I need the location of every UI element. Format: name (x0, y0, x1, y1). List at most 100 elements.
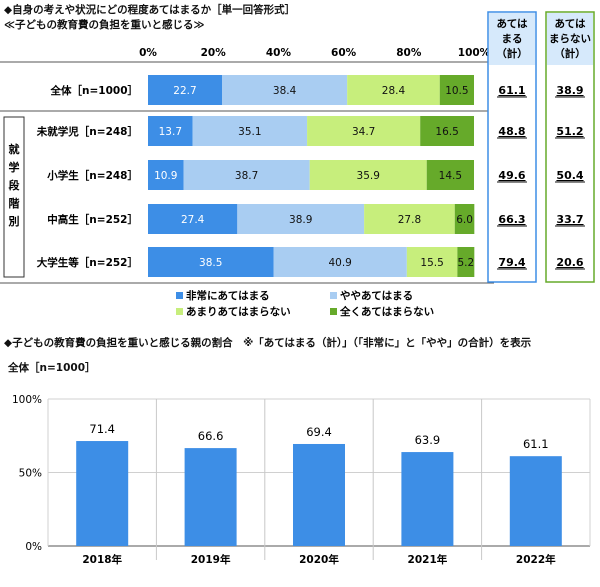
bar-segment (347, 75, 440, 105)
category-label: 小学生［n=248］ (46, 169, 138, 182)
total-column-header-text: あては (554, 17, 586, 30)
x-tick-label: 2019年 (191, 553, 231, 566)
total-column-header-text: まらない (549, 33, 591, 45)
y-tick-label: 100% (12, 394, 42, 406)
x-tick-label: 100% (458, 47, 491, 59)
total-value: 50.4 (556, 169, 583, 182)
data-label: 71.4 (89, 422, 115, 436)
bar-segment (364, 204, 455, 234)
group-label-char: 就 (9, 142, 20, 156)
total-value: 48.8 (498, 125, 525, 138)
data-label: 63.9 (415, 433, 441, 447)
legend-label: 全くあてはまらない (339, 305, 434, 318)
chart1-title: ◆自身の考えや状況にどの程度あてはまるか［単一回答形式］ (4, 4, 296, 16)
legend-swatch (176, 292, 183, 299)
data-label: 5.2 (457, 257, 474, 269)
data-label: 66.6 (198, 429, 224, 443)
data-label: 22.7 (173, 85, 196, 97)
legend-label: 非常にあてはまる (186, 289, 270, 302)
bar (509, 456, 562, 546)
bar-segment (406, 247, 458, 277)
bar-segment (148, 204, 238, 234)
x-tick-label: 2022年 (516, 553, 556, 566)
x-tick-label: 60% (331, 47, 357, 59)
group-label-char: 段 (9, 178, 20, 192)
total-value: 20.6 (556, 256, 583, 269)
total-column-header (489, 13, 535, 65)
data-label: 13.7 (159, 126, 182, 138)
data-label: 28.4 (382, 85, 406, 97)
x-tick-label: 0% (139, 47, 157, 59)
total-value: 49.6 (498, 169, 525, 182)
data-label: 34.7 (352, 126, 375, 138)
bar-segment (439, 75, 474, 105)
data-label: 38.7 (235, 170, 258, 182)
legend-swatch (330, 292, 337, 299)
y-tick-label: 0% (25, 541, 42, 553)
bar (401, 452, 454, 546)
x-tick-label: 2018年 (82, 553, 122, 566)
total-value: 61.1 (498, 84, 525, 97)
data-label: 10.9 (154, 170, 177, 182)
legend-label: ややあてはまる (340, 289, 413, 302)
group-label-char: 別 (8, 214, 20, 228)
data-label: 38.9 (289, 214, 312, 226)
total-column-header-text: まる (502, 33, 523, 45)
bar (184, 448, 237, 546)
bar-segment (426, 160, 474, 190)
bar-segment (273, 247, 407, 277)
chart1-subtitle: ≪子どもの教育費の負担を重いと感じる≫ (4, 19, 205, 31)
bar-segment (420, 116, 474, 146)
group-label-char: 学 (9, 160, 20, 174)
bar-segment (148, 75, 223, 105)
data-label: 35.1 (238, 126, 261, 138)
x-tick-label: 20% (201, 47, 227, 59)
x-tick-label: 40% (266, 47, 292, 59)
total-value: 66.3 (498, 213, 525, 226)
data-label: 16.5 (435, 126, 458, 138)
data-label: 35.9 (357, 170, 380, 182)
bar (76, 441, 129, 546)
chart2-subtitle: 全体［n=1000］ (8, 362, 96, 374)
data-label: 14.5 (439, 170, 462, 182)
bar-segment (237, 204, 365, 234)
bar-segment (457, 247, 475, 277)
data-label: 61.1 (523, 437, 549, 451)
category-label: 全体［n=1000］ (50, 84, 139, 97)
data-label: 69.4 (306, 425, 332, 439)
total-column-header-text: （計） (554, 47, 586, 60)
total-column-header-text: （計） (496, 47, 528, 60)
legend-label: あまりあてはまらない (186, 305, 291, 318)
x-tick-label: 2021年 (408, 553, 448, 566)
group-label-box (3, 116, 25, 278)
x-tick-label: 80% (396, 47, 422, 59)
bar-segment (309, 160, 427, 190)
total-column-header (547, 13, 593, 65)
data-label: 6.0 (456, 214, 473, 226)
chart2-title: ◆子どもの教育費の負担を重いと感じる親の割合 ※「あてはまる（計）」（「非常に」… (4, 337, 532, 349)
total-value: 38.9 (556, 84, 583, 97)
data-label: 27.4 (181, 214, 205, 226)
data-label: 10.5 (445, 85, 468, 97)
bar (293, 443, 345, 546)
total-value: 33.7 (556, 213, 583, 226)
data-label: 38.4 (273, 85, 297, 97)
bar-segment (307, 116, 421, 146)
bar-segment (183, 160, 310, 190)
data-label: 38.5 (199, 257, 222, 269)
data-label: 15.5 (420, 257, 443, 269)
legend-swatch (330, 308, 337, 315)
x-tick-label: 2020年 (299, 553, 339, 566)
bar-segment (192, 116, 308, 146)
category-label: 大学生等［n=252］ (37, 256, 138, 269)
category-label: 中高生［n=252］ (47, 213, 138, 226)
y-tick-label: 50% (19, 468, 42, 480)
group-label-char: 階 (9, 196, 20, 210)
legend-swatch (176, 308, 183, 315)
category-label: 未就学児［n=248］ (36, 125, 138, 138)
bar-segment (148, 116, 193, 146)
bar-segment (222, 75, 348, 105)
bar-segment (148, 160, 184, 190)
data-label: 40.9 (328, 257, 351, 269)
